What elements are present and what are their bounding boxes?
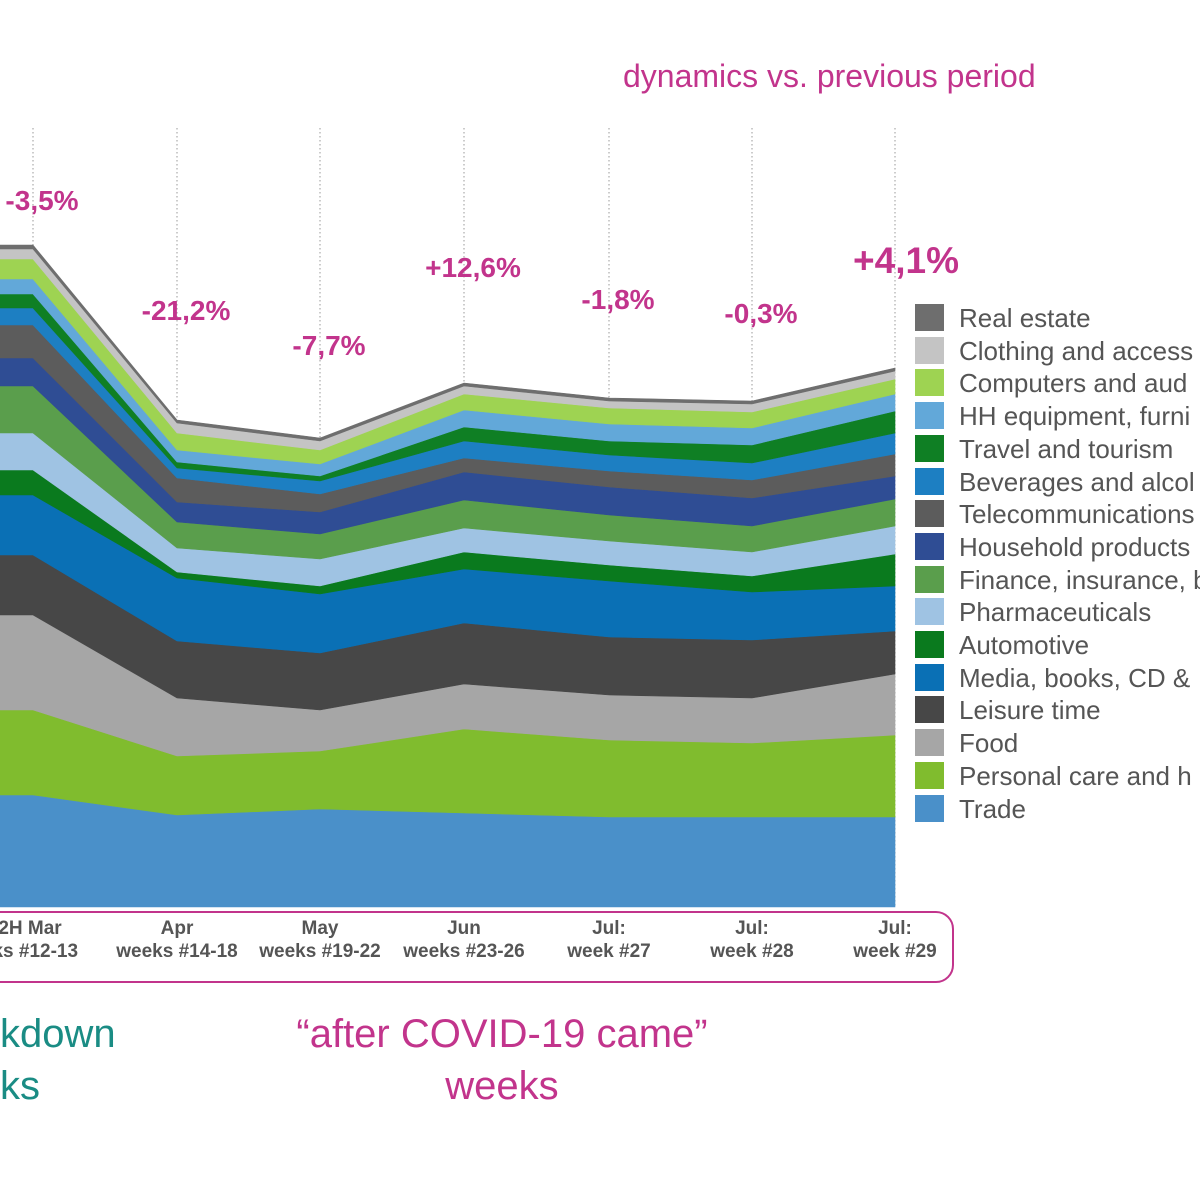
legend-label: Computers and aud — [959, 368, 1188, 399]
legend-label: Beverages and alcol — [959, 466, 1195, 497]
lockdown-label-line2: ks — [0, 1064, 40, 1108]
category-label-line: Jun — [447, 918, 481, 939]
category-label-line: Apr — [160, 918, 194, 939]
category-label-line: week #28 — [710, 941, 794, 962]
legend-swatch — [915, 696, 944, 724]
dynamics-label: +4,1% — [853, 240, 959, 281]
dynamics-label: +12,6% — [425, 252, 521, 283]
legend-swatch — [915, 369, 944, 397]
legend-label: Media, books, CD & — [959, 662, 1191, 693]
legend-swatch — [915, 304, 944, 331]
legend-swatch — [915, 467, 944, 495]
legend-label: Trade — [959, 793, 1026, 824]
legend-label: Personal care and h — [959, 760, 1192, 791]
category-label-line: weeks #14-18 — [116, 941, 238, 962]
legend-label: Clothing and access — [959, 335, 1194, 366]
legend-label: Travel and tourism — [959, 433, 1174, 464]
dynamics-label: -7,7% — [292, 330, 366, 361]
legend-label: Pharmaceuticals — [959, 597, 1152, 628]
category-label-line: week #29 — [853, 941, 937, 962]
dynamics-label: -3,5% — [5, 185, 79, 216]
category-axis-box — [0, 911, 954, 983]
category-label: May weeks #19-22 — [245, 917, 395, 963]
legend-swatch — [915, 336, 944, 364]
legend-swatch — [915, 532, 944, 560]
legend-label: Household products — [959, 531, 1191, 562]
area-layers — [0, 244, 896, 908]
legend-label: Leisure time — [959, 695, 1101, 726]
legend-swatch — [915, 663, 944, 691]
legend-swatch — [915, 402, 944, 430]
after-covid-label: “after COVID-19 came” weeks — [262, 1008, 742, 1112]
category-label-line: Jul: — [735, 918, 769, 939]
legend-swatch — [915, 761, 944, 789]
after-covid-label-line2: weeks — [445, 1064, 559, 1108]
category-label: Jul: week #28 — [677, 917, 827, 963]
category-label: Apr weeks #14-18 — [102, 917, 252, 963]
legend-swatch — [915, 434, 944, 462]
category-label-line: weeks #23-26 — [403, 941, 525, 962]
category-label-line: 2H Mar — [0, 918, 62, 939]
category-label-line: May — [301, 918, 339, 939]
legend-swatch — [915, 500, 944, 528]
dynamics-label: -21,2% — [141, 295, 231, 326]
legend-swatch — [915, 631, 944, 658]
dynamics-label: -1,8% — [581, 284, 655, 315]
area-real-estate — [0, 244, 896, 442]
category-label: 2H Mareks #12-13 — [0, 917, 105, 963]
legend-swatch — [915, 729, 944, 757]
legend-label: Real estate — [959, 303, 1091, 333]
category-label-line: Jul: — [878, 918, 912, 939]
chart-subtitle: dynamics vs. previous period — [623, 58, 1036, 94]
category-label: Jul: week #27 — [534, 917, 684, 963]
legend-swatch — [915, 598, 944, 626]
category-label: Jun weeks #23-26 — [389, 917, 539, 963]
lockdown-label-line1: kdown — [0, 1012, 116, 1056]
after-covid-label-line1: “after COVID-19 came” — [296, 1012, 708, 1056]
legend-label: Finance, insurance, b — [959, 564, 1200, 595]
legend-label: HH equipment, furni — [959, 401, 1191, 432]
category-label-line: weeks #19-22 — [259, 941, 381, 962]
category-label-line: Jul: — [592, 918, 626, 939]
dynamics-label: -0,3% — [724, 298, 798, 329]
legend-label: Food — [959, 728, 1019, 759]
category-label: Jul: week #29 — [820, 917, 970, 963]
category-label-line: week #27 — [567, 941, 651, 962]
legend-label: Telecommunications — [959, 499, 1195, 530]
legend-swatch — [915, 794, 944, 822]
legend-swatch — [915, 565, 944, 593]
category-label-line: eks #12-13 — [0, 941, 79, 962]
lockdown-weeks-label: kdown ks — [0, 1008, 116, 1112]
legend-label: Automotive — [959, 630, 1090, 660]
